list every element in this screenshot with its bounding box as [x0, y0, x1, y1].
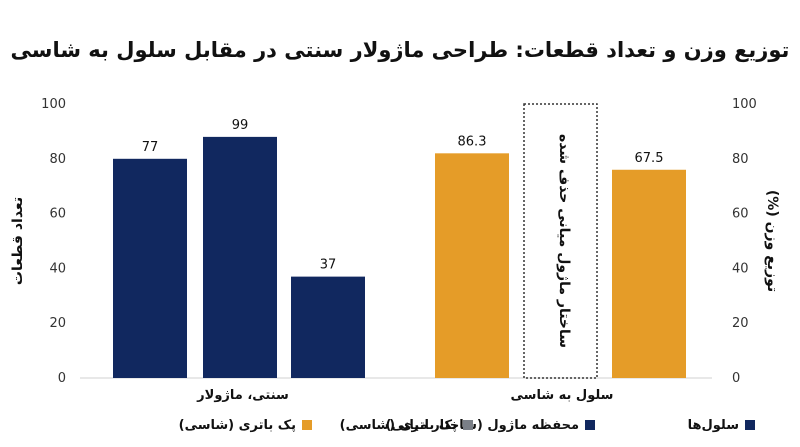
y-tick-right: 20: [732, 316, 749, 331]
y-tick-left: 100: [41, 97, 66, 112]
x-category-label: سلول به شاسی: [511, 388, 614, 403]
y-tick-right: 40: [732, 261, 749, 276]
y-tick-left: 40: [49, 261, 66, 276]
legend-label: پک باتری (شاسی): [179, 418, 296, 433]
legend-swatch: [745, 420, 755, 430]
y-axis-title-right: توزیع وزن (%): [764, 190, 780, 292]
chart-title: توزیع وزن و تعداد قطعات: طراحی ماژولار س…: [10, 38, 790, 62]
bar: [113, 158, 187, 378]
bar-data-label: 77: [142, 140, 159, 155]
y-axis-title-left: تعداد قطعات: [10, 197, 26, 285]
annotation-text: ساختار ماژول میانی حذف شده: [556, 134, 572, 348]
bar: [435, 153, 509, 378]
legend-label: سلول‌ها: [688, 418, 739, 433]
legend-swatch: [463, 420, 473, 430]
y-tick-right: 80: [732, 152, 749, 167]
bar-data-label: 67.5: [635, 151, 664, 166]
y-tick-right: 100: [732, 97, 757, 112]
annotation-box: [523, 103, 598, 379]
y-tick-left: 60: [49, 207, 66, 222]
y-tick-left: 0: [58, 371, 66, 386]
y-tick-right: 60: [732, 207, 749, 222]
bar-data-label: 99: [232, 118, 249, 133]
y-tick-right: 0: [732, 371, 740, 386]
legend-label: محفظه ماژول (ساختار میانی): [385, 418, 579, 433]
y-tick-left: 20: [49, 316, 66, 331]
bar-data-label: 86.3: [458, 134, 487, 149]
bar: [203, 136, 277, 378]
bar: [612, 169, 686, 378]
legend-label: پک باتری (شاسی): [340, 418, 457, 433]
legend-swatch: [585, 420, 595, 430]
y-tick-left: 80: [49, 152, 66, 167]
legend-swatch: [302, 420, 312, 430]
x-category-label: سنتی، ماژولار: [196, 388, 289, 403]
bar-data-label: 37: [320, 258, 337, 273]
bar: [291, 276, 365, 378]
